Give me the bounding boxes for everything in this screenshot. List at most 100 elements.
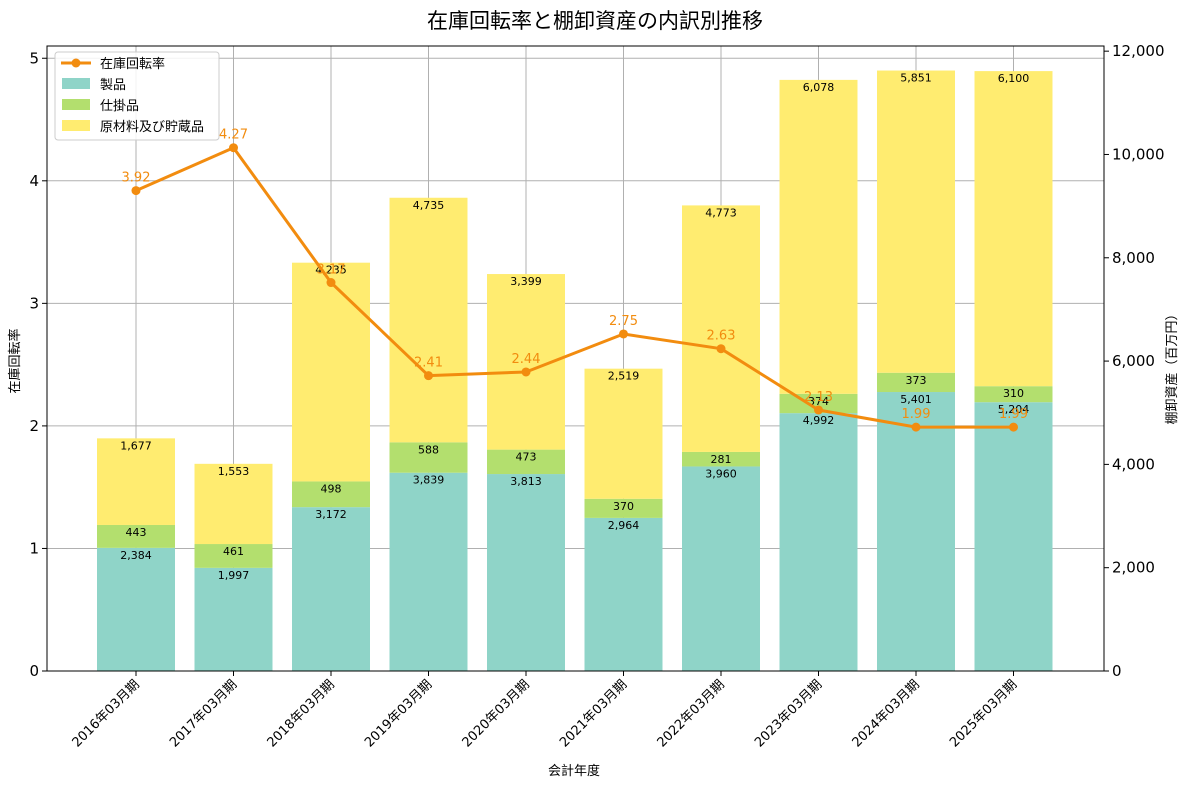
turnover-line-path	[135, 146, 1014, 429]
turnover-value-label: 2.63	[707, 329, 736, 344]
bar-segment	[877, 70, 955, 373]
turnover-point	[911, 422, 921, 432]
turnover-point	[424, 371, 433, 381]
turnover-point	[326, 278, 336, 288]
bar-value-label: 310	[1003, 387, 1024, 400]
y-axis-right-label: 棚卸資産（百万円）	[1164, 307, 1180, 424]
x-tick-label: 2019年03月期	[362, 677, 435, 750]
legend-bar-swatch	[62, 99, 90, 110]
y-left-tick-label: 1	[29, 539, 39, 557]
legend-bar-swatch	[62, 78, 90, 89]
bar-segment	[974, 386, 1053, 403]
bar-value-label: 443	[126, 526, 147, 539]
bar-segment	[974, 402, 1053, 671]
bar-segment	[584, 368, 663, 499]
bar-segment	[584, 517, 663, 671]
bar-value-label: 5,204	[998, 403, 1030, 416]
bar-segment	[389, 442, 468, 473]
bar-segment	[682, 466, 760, 671]
bar-value-label: 5,401	[900, 393, 932, 406]
turnover-point	[229, 143, 238, 153]
bar-segment	[974, 71, 1053, 387]
chart-title: 在庫回転率と棚卸資産の内訳別推移	[427, 9, 763, 33]
turnover-value-label: 2.75	[609, 314, 638, 329]
bar-value-label: 4,735	[413, 199, 445, 212]
bar-value-label: 1,677	[120, 439, 152, 452]
bar-segment	[292, 507, 370, 671]
y-left-tick-label: 5	[29, 49, 39, 67]
bar-value-label: 2,384	[120, 549, 152, 562]
plot-frame	[46, 45, 1105, 672]
y-right-tick-label: 8,000	[1112, 249, 1155, 267]
x-tick-label: 2025年03月期	[947, 677, 1020, 750]
bar-segment	[779, 413, 858, 671]
turnover-value-label: 2.13	[804, 390, 833, 405]
legend-bar-swatch	[62, 120, 90, 131]
x-tick-label: 2018年03月期	[265, 677, 338, 750]
legend-label: 原材料及び貯蔵品	[100, 120, 204, 135]
y-left-tick-label: 2	[29, 417, 39, 435]
bar-value-label: 6,078	[803, 81, 835, 94]
legend-line-marker	[71, 58, 81, 68]
bar-segment	[97, 524, 175, 548]
bar-segment	[194, 567, 273, 671]
bar-segment	[194, 463, 273, 545]
bars: 2,3844431,6771,9974611,5533,1724984,2353…	[97, 70, 1053, 671]
legend-label: 在庫回転率	[100, 56, 165, 72]
bar-segment	[487, 449, 565, 475]
bar-value-label: 4,992	[803, 414, 835, 427]
bar-value-label: 588	[418, 443, 439, 456]
bar-value-label: 3,172	[315, 508, 347, 521]
turnover-point	[814, 405, 823, 415]
turnover-point	[521, 367, 531, 377]
y-right-tick-label: 4,000	[1112, 455, 1155, 473]
bar-segment	[877, 372, 955, 393]
legend-label: 製品	[100, 78, 126, 93]
bar-segment	[97, 547, 175, 671]
bar-segment	[389, 472, 468, 671]
bar-value-label: 4,773	[705, 206, 737, 219]
bar-value-label: 498	[321, 482, 342, 495]
y-right-tick-label: 12,000	[1112, 42, 1165, 60]
turnover-value-label: 3.17	[317, 263, 346, 278]
bar-value-label: 461	[223, 545, 244, 558]
x-tick-label: 2017年03月期	[167, 677, 240, 750]
turnover-value-label: 2.41	[414, 356, 443, 371]
bar-segment	[682, 205, 760, 452]
turnover-point	[716, 344, 726, 354]
x-axis-label: 会計年度	[548, 763, 600, 779]
bar-value-label: 2,964	[608, 519, 640, 532]
bar-value-label: 6,100	[998, 72, 1030, 85]
bar-value-label: 3,813	[510, 475, 542, 488]
turnover-line: 3.92 4.27 3.17 2.41 2.44 2.75 2.63 2.13 1.99 1.99	[122, 128, 1028, 432]
y-right-tick-label: 10,000	[1112, 145, 1165, 163]
y-right-tick-label: 2,000	[1112, 559, 1155, 577]
x-tick-label: 2016年03月期	[70, 677, 143, 750]
bar-value-label: 3,839	[413, 474, 445, 487]
bar-segment	[779, 79, 858, 394]
turnover-value-label: 3.92	[122, 171, 151, 186]
x-tick-label: 2020年03月期	[460, 677, 533, 750]
bar-value-label: 473	[516, 451, 537, 464]
bar-segment	[389, 197, 468, 443]
bar-segment	[194, 544, 273, 568]
turnover-value-label: 4.27	[219, 128, 248, 143]
bar-segment	[682, 451, 760, 467]
bar-value-label: 5,851	[900, 72, 932, 85]
bar-segment	[292, 481, 370, 508]
x-tick-label: 2023年03月期	[752, 677, 825, 750]
bar-segment	[292, 262, 370, 482]
bar-value-label: 3,960	[705, 467, 737, 480]
bar-value-label: 3,399	[510, 275, 542, 288]
y-left-tick-label: 4	[29, 172, 39, 190]
y-right-tick-label: 0	[1112, 662, 1122, 680]
bar-value-label: 2,519	[608, 370, 640, 383]
turnover-point	[619, 329, 628, 339]
bar-value-label: 373	[906, 374, 927, 387]
turnover-point	[1009, 422, 1018, 432]
y-right-tick-label: 6,000	[1112, 352, 1155, 370]
bar-value-label: 370	[613, 500, 634, 513]
bar-value-label: 1,553	[218, 465, 250, 478]
